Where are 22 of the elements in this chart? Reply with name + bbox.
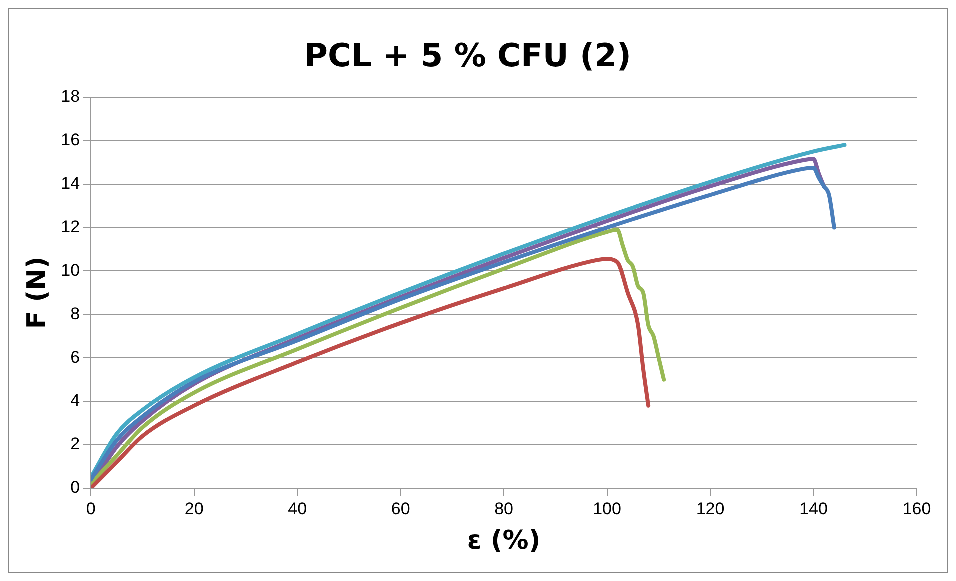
y-tick-label: 4 bbox=[70, 391, 80, 410]
y-tick-label: 16 bbox=[61, 130, 80, 150]
chart-title: PCL + 5 % CFU (2) bbox=[304, 36, 632, 75]
y-tick-label: 14 bbox=[61, 174, 80, 193]
x-tick-label: 140 bbox=[800, 499, 828, 518]
x-axis-title: ε (%) bbox=[467, 526, 541, 556]
x-tick-label: 40 bbox=[288, 499, 308, 518]
x-tick-label: 60 bbox=[391, 499, 410, 518]
x-tick-label: 80 bbox=[494, 499, 514, 518]
y-tick-label: 0 bbox=[70, 478, 80, 498]
y-tick-label: 12 bbox=[61, 217, 80, 236]
x-tick-label: 0 bbox=[86, 499, 96, 518]
y-tick-label: 10 bbox=[61, 260, 80, 280]
x-tick-label: 100 bbox=[593, 499, 622, 518]
x-tick-label: 160 bbox=[902, 499, 932, 518]
y-axis-title: F (N) bbox=[22, 256, 52, 330]
y-tick-label: 2 bbox=[70, 434, 80, 454]
x-tick-label: 20 bbox=[184, 499, 204, 518]
x-tick-label: 120 bbox=[696, 499, 725, 518]
y-tick-label: 6 bbox=[70, 348, 80, 367]
y-tick-label: 8 bbox=[70, 304, 80, 324]
y-tick-label: 18 bbox=[61, 87, 80, 106]
